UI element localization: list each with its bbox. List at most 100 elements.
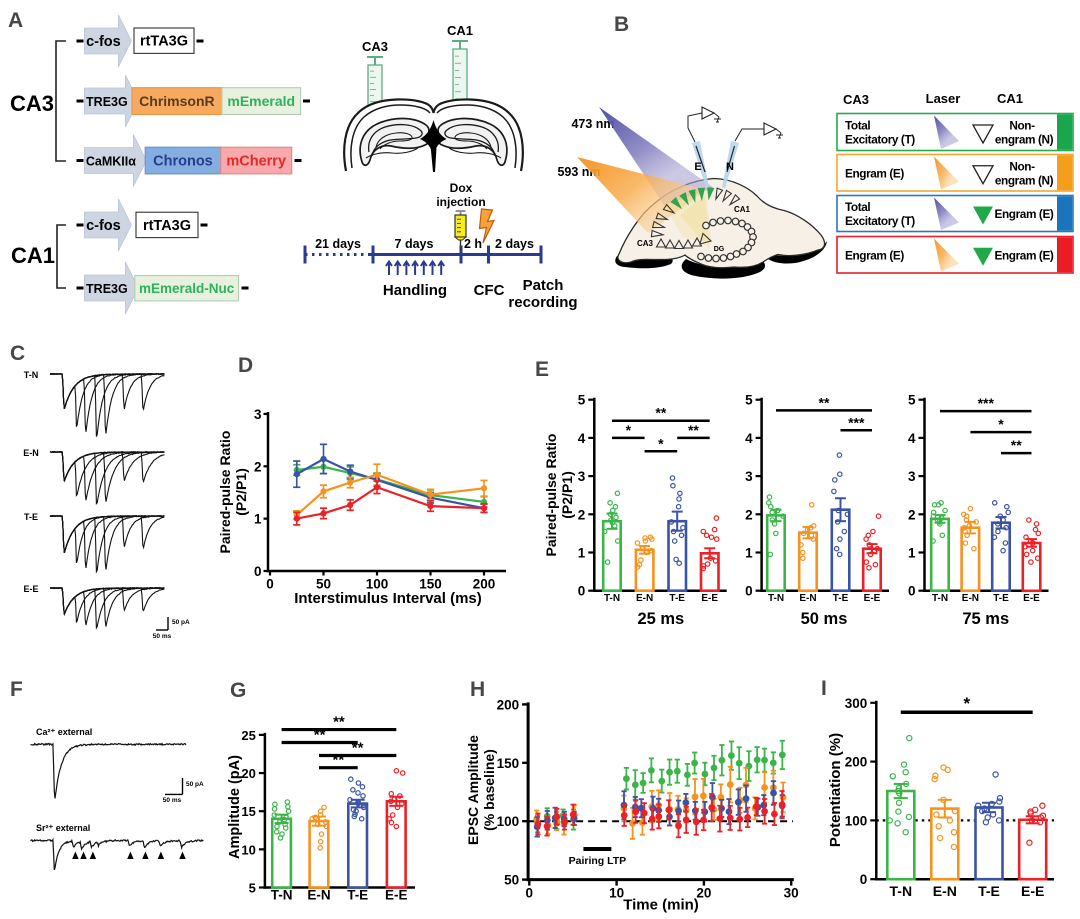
- svg-text:TRE3G: TRE3G: [86, 95, 128, 109]
- svg-text:CA3: CA3: [637, 239, 654, 248]
- svg-text:rtTA3G: rtTA3G: [140, 34, 188, 50]
- svg-text:Paired-pulse Ratio: Paired-pulse Ratio: [543, 434, 559, 557]
- svg-text:CA1: CA1: [447, 23, 473, 38]
- svg-text:T-E: T-E: [993, 593, 1009, 604]
- svg-text:E-N: E-N: [23, 448, 39, 458]
- svg-text:T-N: T-N: [932, 593, 948, 604]
- svg-text:E-E: E-E: [701, 593, 718, 604]
- svg-text:5: 5: [908, 393, 916, 408]
- svg-text:3: 3: [908, 469, 916, 484]
- svg-text:T-N: T-N: [24, 370, 39, 380]
- svg-text:Total: Total: [845, 200, 870, 214]
- svg-text:0: 0: [908, 584, 916, 599]
- svg-text:CA3: CA3: [362, 39, 388, 54]
- svg-text:Dox: Dox: [450, 181, 473, 195]
- svg-text:50 ms: 50 ms: [153, 633, 172, 640]
- svg-text:**: **: [314, 727, 326, 744]
- svg-text:T-E: T-E: [978, 883, 1000, 899]
- svg-text:50: 50: [504, 873, 519, 888]
- svg-text:75 ms: 75 ms: [962, 610, 1009, 628]
- svg-text:0: 0: [526, 886, 534, 901]
- svg-text:CA3: CA3: [843, 92, 869, 107]
- svg-text:mEmerald: mEmerald: [227, 93, 295, 109]
- svg-text:Engram (E): Engram (E): [845, 248, 904, 262]
- svg-text:Amplitude (pA): Amplitude (pA): [227, 755, 243, 859]
- svg-text:Patch: Patch: [523, 277, 564, 294]
- svg-text:0: 0: [266, 577, 274, 592]
- svg-text:Ca²⁺ external: Ca²⁺ external: [36, 727, 92, 737]
- svg-text:engram (N): engram (N): [995, 173, 1054, 187]
- svg-text:mCherry: mCherry: [226, 154, 286, 170]
- svg-text:3: 3: [254, 407, 262, 422]
- svg-text:Non-: Non-: [1009, 119, 1035, 133]
- svg-text:injection: injection: [436, 195, 485, 209]
- svg-text:CA1: CA1: [734, 205, 751, 214]
- svg-text:E-E: E-E: [864, 593, 881, 604]
- svg-text:2: 2: [745, 507, 753, 522]
- svg-text:2: 2: [578, 507, 586, 522]
- svg-text:25 ms: 25 ms: [637, 610, 684, 628]
- svg-text:Potentiation (%): Potentiation (%): [827, 733, 844, 847]
- svg-text:Engram (E): Engram (E): [995, 248, 1054, 262]
- svg-text:**: **: [333, 752, 345, 769]
- svg-text:Laser: Laser: [926, 91, 961, 106]
- svg-text:T-E: T-E: [347, 888, 368, 903]
- svg-text:2 days: 2 days: [495, 237, 534, 251]
- svg-text:100: 100: [366, 577, 389, 592]
- svg-text:20: 20: [696, 886, 711, 901]
- svg-text:50 ms: 50 ms: [163, 797, 182, 804]
- svg-text:21 days: 21 days: [315, 237, 361, 251]
- svg-text:Interstimulus Interval (ms): Interstimulus Interval (ms): [294, 590, 482, 607]
- svg-text:c-fos: c-fos: [86, 34, 121, 50]
- svg-text:T-E: T-E: [669, 593, 685, 604]
- svg-text:E-E: E-E: [23, 584, 38, 594]
- svg-text:CaMKIIα: CaMKIIα: [86, 155, 136, 169]
- svg-text:5: 5: [249, 881, 256, 896]
- svg-text:T-N: T-N: [604, 593, 620, 604]
- svg-text:E: E: [535, 358, 549, 381]
- svg-text:4: 4: [578, 431, 586, 446]
- svg-text:recording: recording: [508, 294, 577, 311]
- svg-text:473 nm: 473 nm: [571, 117, 614, 131]
- svg-text:Excitatory (T): Excitatory (T): [845, 214, 915, 228]
- svg-text:**: **: [333, 714, 345, 731]
- svg-text:10: 10: [241, 842, 255, 857]
- svg-text:15: 15: [241, 804, 255, 819]
- svg-text:T-N: T-N: [271, 888, 293, 903]
- svg-text:T-E: T-E: [833, 593, 849, 604]
- svg-text:200: 200: [845, 755, 868, 770]
- svg-text:**: **: [819, 394, 830, 410]
- svg-text:A: A: [8, 9, 23, 32]
- svg-text:*: *: [626, 422, 632, 438]
- svg-text:CA3: CA3: [10, 91, 54, 116]
- svg-text:*: *: [963, 694, 970, 713]
- svg-text:(P2/P1): (P2/P1): [559, 471, 575, 518]
- svg-text:10: 10: [609, 886, 624, 901]
- svg-text:DG: DG: [714, 246, 725, 253]
- svg-text:E-N: E-N: [962, 593, 979, 604]
- svg-text:Time (min): Time (min): [623, 897, 699, 914]
- svg-text:3: 3: [745, 469, 753, 484]
- svg-text:100: 100: [497, 814, 520, 829]
- svg-text:B: B: [614, 13, 629, 36]
- svg-text:Sr²⁺ external: Sr²⁺ external: [36, 823, 90, 833]
- svg-text:Engram (E): Engram (E): [995, 207, 1054, 221]
- svg-text:5: 5: [745, 393, 753, 408]
- svg-text:E-E: E-E: [1023, 593, 1040, 604]
- svg-text:ChrimsonR: ChrimsonR: [139, 93, 214, 109]
- svg-text:1: 1: [745, 546, 753, 561]
- svg-text:200: 200: [497, 697, 520, 712]
- svg-text:CA1: CA1: [997, 91, 1023, 106]
- svg-text:7 days: 7 days: [395, 237, 434, 251]
- svg-text:300: 300: [845, 696, 868, 711]
- svg-text:I: I: [821, 677, 827, 700]
- svg-text:H: H: [470, 678, 485, 701]
- svg-text:E-N: E-N: [307, 888, 330, 903]
- svg-text:***: ***: [848, 414, 865, 430]
- svg-text:E-E: E-E: [385, 888, 408, 903]
- svg-text:*: *: [658, 435, 664, 451]
- svg-text:1: 1: [908, 546, 916, 561]
- svg-text:T-E: T-E: [24, 512, 38, 522]
- svg-text:4: 4: [908, 431, 916, 446]
- svg-text:E-N: E-N: [933, 883, 957, 899]
